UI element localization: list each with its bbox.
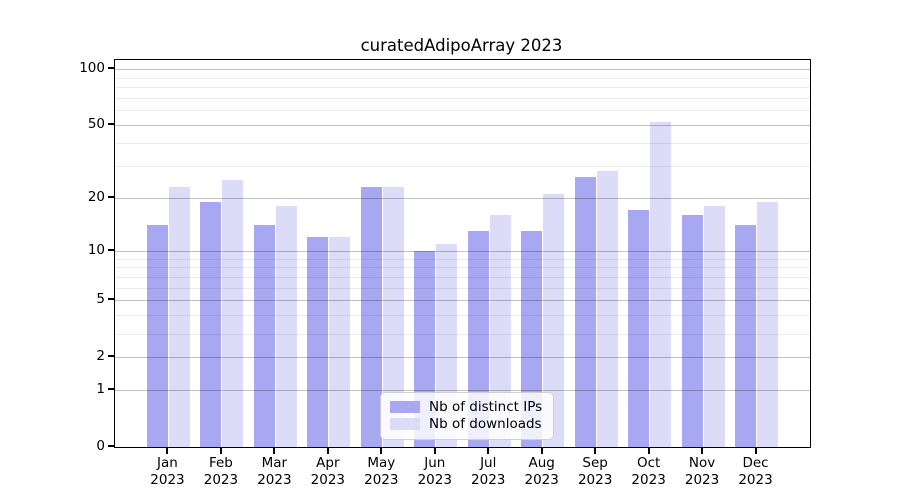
xtick-mark-aug [540, 448, 543, 454]
ytick-mark-100 [108, 67, 114, 70]
legend-label-distinct-ips: Nb of distinct IPs [429, 399, 543, 415]
bar-ips-apr [307, 237, 329, 447]
gridline-major-50 [115, 125, 810, 127]
ytick-label-10: 10 [87, 241, 105, 258]
xtick-mark-jun [433, 448, 436, 454]
ytick-mark-5 [108, 298, 114, 301]
bar-ips-jan [146, 225, 168, 447]
xtick-label-may: May 2023 [364, 455, 399, 488]
chart-title: curatedAdipoArray 2023 [360, 36, 563, 55]
gridline-minor-40 [115, 142, 810, 144]
bar-downloads-apr [329, 237, 351, 447]
ytick-label-5: 5 [96, 291, 105, 308]
legend: Nb of distinct IPs Nb of downloads [380, 392, 555, 440]
ytick-label-2: 2 [96, 348, 105, 365]
ytick-label-50: 50 [87, 116, 105, 133]
xtick-label-jun: Jun 2023 [417, 455, 452, 488]
gridline-minor-4 [115, 315, 810, 317]
gridline-minor-80 [115, 87, 810, 89]
gridline-major-20 [115, 197, 810, 199]
ytick-mark-20 [108, 195, 114, 198]
bar-downloads-jan [168, 186, 190, 447]
legend-swatch-distinct-ips [390, 401, 420, 413]
xtick-mark-mar [273, 448, 276, 454]
bar-ips-may [360, 186, 382, 447]
xtick-mark-feb [219, 448, 222, 454]
xtick-mark-oct [647, 448, 650, 454]
ytick-mark-0 [108, 445, 114, 447]
gridline-minor-7 [115, 276, 810, 278]
legend-item-distinct-ips: Nb of distinct IPs [390, 399, 542, 415]
gridline-minor-90 [115, 77, 810, 79]
bar-ips-feb [200, 201, 222, 447]
xtick-label-apr: Apr 2023 [310, 455, 346, 488]
legend-swatch-downloads [390, 418, 420, 430]
bar-downloads-sep [596, 171, 618, 447]
xtick-mark-nov [701, 448, 704, 454]
gridline-minor-30 [115, 165, 810, 167]
xtick-mark-jan [166, 448, 169, 454]
legend-item-downloads: Nb of downloads [390, 416, 542, 432]
bar-downloads-dec [757, 201, 779, 447]
bar-ips-sep [574, 177, 596, 447]
xtick-label-dec: Dec 2023 [738, 455, 773, 488]
ytick-mark-1 [108, 388, 114, 391]
ytick-label-1: 1 [96, 381, 105, 398]
ytick-label-0: 0 [96, 438, 105, 454]
gridline-minor-3 [115, 333, 810, 335]
bar-downloads-aug [543, 193, 565, 447]
xtick-label-aug: Aug 2023 [524, 455, 559, 488]
gridline-minor-8 [115, 267, 810, 269]
gridline-major-2 [115, 357, 810, 359]
xtick-label-feb: Feb 2023 [203, 455, 239, 488]
ytick-label-20: 20 [87, 188, 105, 205]
plot-area [114, 59, 811, 448]
gridline-minor-9 [115, 258, 810, 260]
xtick-label-jul: Jul 2023 [471, 455, 506, 488]
xtick-mark-may [380, 448, 383, 454]
gridline-major-100 [115, 69, 810, 71]
bar-ips-nov [681, 215, 703, 447]
xtick-mark-apr [326, 448, 329, 454]
bar-downloads-mar [275, 205, 297, 447]
bar-downloads-oct [650, 121, 672, 447]
bar-ips-mar [253, 225, 275, 447]
legend-label-downloads: Nb of downloads [429, 416, 542, 432]
ytick-label-100: 100 [79, 60, 105, 77]
xtick-label-oct: Oct 2023 [631, 455, 666, 488]
ytick-mark-50 [108, 123, 114, 126]
bar-ips-oct [628, 210, 650, 447]
xtick-mark-dec [754, 448, 757, 454]
xtick-label-mar: Mar 2023 [257, 455, 292, 488]
ytick-mark-2 [108, 355, 114, 358]
xtick-mark-sep [594, 448, 597, 454]
bar-downloads-feb [222, 180, 244, 447]
gridline-major-1 [115, 390, 810, 392]
xtick-label-nov: Nov 2023 [684, 455, 720, 488]
gridline-major-10 [115, 250, 810, 252]
gridline-minor-60 [115, 110, 810, 112]
gridline-minor-6 [115, 287, 810, 289]
gridline-major-5 [115, 300, 810, 302]
xtick-label-sep: Sep 2023 [577, 455, 613, 488]
xtick-label-jan: Jan 2023 [150, 455, 185, 488]
bar-downloads-may [382, 186, 404, 447]
bar-downloads-jul [489, 215, 511, 447]
gridline-minor-70 [115, 98, 810, 100]
bar-downloads-nov [703, 205, 725, 447]
ytick-mark-10 [108, 248, 114, 251]
xtick-mark-jul [487, 448, 490, 454]
bar-ips-dec [735, 225, 757, 447]
